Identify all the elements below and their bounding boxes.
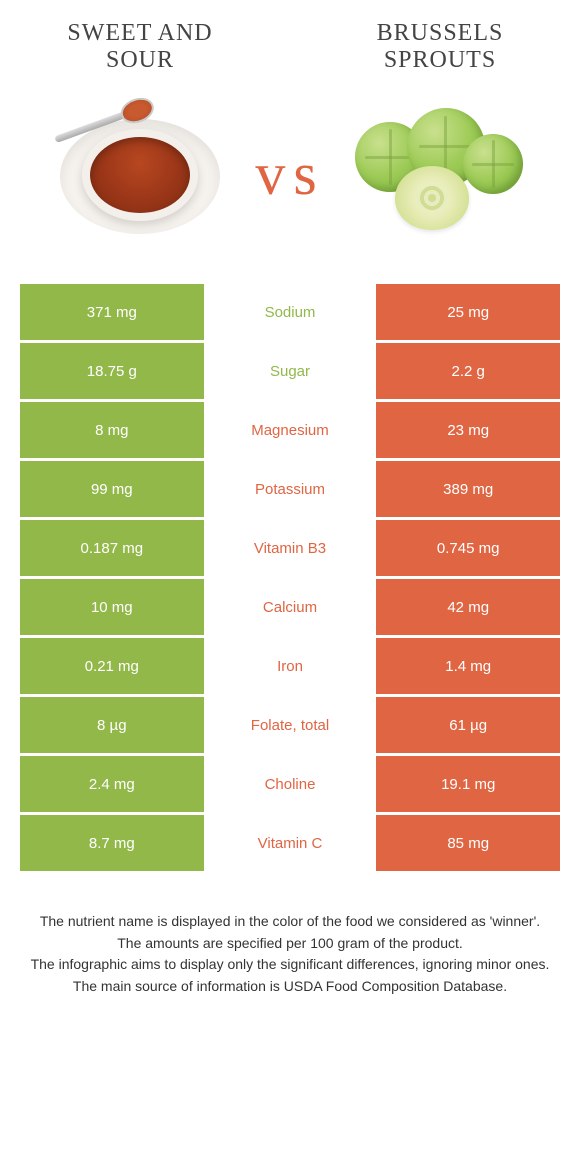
title-left: Sweet and sour [40,20,240,74]
cell-right-value: 0.745 mg [376,520,560,576]
cell-right-value: 2.2 g [376,343,560,399]
cell-nutrient-name: Calcium [204,579,377,635]
cell-left-value: 8.7 mg [20,815,204,871]
cell-nutrient-name: Sodium [204,284,377,340]
cell-nutrient-name: Choline [204,756,377,812]
footer-line-3: The infographic aims to display only the… [30,954,550,976]
cell-nutrient-name: Folate, total [204,697,377,753]
images-row: vs [20,84,560,284]
cell-nutrient-name: Vitamin C [204,815,377,871]
cell-left-value: 8 µg [20,697,204,753]
cell-nutrient-name: Potassium [204,461,377,517]
table-row: 371 mgSodium25 mg [20,284,560,340]
table-row: 8 µgFolate, total61 µg [20,697,560,753]
cell-right-value: 1.4 mg [376,638,560,694]
comparison-table: 371 mgSodium25 mg18.75 gSugar2.2 g8 mgMa… [20,284,560,871]
table-row: 10 mgCalcium42 mg [20,579,560,635]
cell-left-value: 18.75 g [20,343,204,399]
cell-nutrient-name: Iron [204,638,377,694]
footer-line-4: The main source of information is USDA F… [30,976,550,998]
cell-right-value: 42 mg [376,579,560,635]
cell-nutrient-name: Sugar [204,343,377,399]
cell-left-value: 0.187 mg [20,520,204,576]
footer-notes: The nutrient name is displayed in the co… [20,911,560,998]
cell-left-value: 8 mg [20,402,204,458]
food-left-image [40,94,240,254]
cell-nutrient-name: Vitamin B3 [204,520,377,576]
table-row: 8.7 mgVitamin C85 mg [20,815,560,871]
cell-nutrient-name: Magnesium [204,402,377,458]
cell-right-value: 61 µg [376,697,560,753]
sweet-sour-icon [50,99,230,249]
table-row: 8 mgMagnesium23 mg [20,402,560,458]
cell-right-value: 389 mg [376,461,560,517]
titles-row: Sweet and sour Brussels sprouts [20,20,560,84]
cell-right-value: 85 mg [376,815,560,871]
table-row: 0.21 mgIron1.4 mg [20,638,560,694]
title-right: Brussels sprouts [340,20,540,74]
table-row: 0.187 mgVitamin B30.745 mg [20,520,560,576]
table-row: 99 mgPotassium389 mg [20,461,560,517]
vs-label: vs [255,140,324,209]
cell-left-value: 2.4 mg [20,756,204,812]
table-row: 18.75 gSugar2.2 g [20,343,560,399]
table-row: 2.4 mgCholine19.1 mg [20,756,560,812]
cell-left-value: 99 mg [20,461,204,517]
cell-right-value: 25 mg [376,284,560,340]
footer-line-2: The amounts are specified per 100 gram o… [30,933,550,955]
cell-right-value: 23 mg [376,402,560,458]
cell-left-value: 0.21 mg [20,638,204,694]
cell-left-value: 10 mg [20,579,204,635]
brussels-sprouts-icon [345,104,535,244]
cell-right-value: 19.1 mg [376,756,560,812]
footer-line-1: The nutrient name is displayed in the co… [30,911,550,933]
cell-left-value: 371 mg [20,284,204,340]
food-right-image [340,94,540,254]
